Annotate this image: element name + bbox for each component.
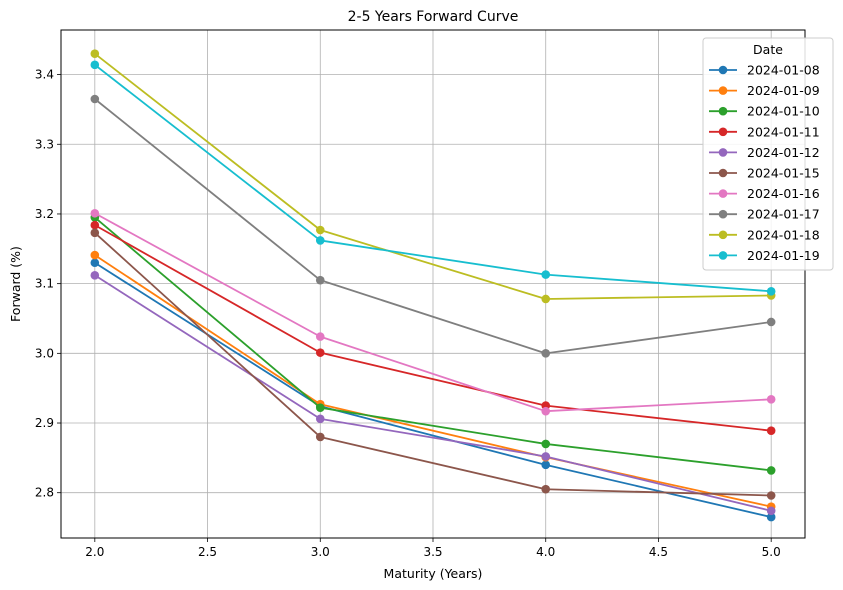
series-2024-01-16 [90,208,776,416]
legend-swatch-marker [718,209,728,219]
x-tick-label: 5.0 [762,545,781,559]
data-point [541,406,551,416]
data-point [90,228,100,238]
data-point [541,460,551,470]
x-tick-label: 2.5 [198,545,217,559]
series-lines [90,49,776,522]
series-line [94,254,772,508]
legend: Date 2024-01-08 2024-01-09 2024-01-10 2024-… [702,37,834,271]
y-tick-label: 2.9 [35,416,54,430]
data-point [541,294,551,304]
series-line [94,64,772,293]
series-line [94,274,772,512]
data-point [315,275,325,285]
chart-title: 2-5 Years Forward Curve [348,9,519,25]
data-point [90,94,100,104]
data-point [90,220,100,230]
y-tick-label: 3.4 [35,68,54,82]
data-point [90,250,100,260]
y-tick-label: 2.8 [35,486,54,500]
data-point [90,60,100,70]
axis-ticks: 2.0 2.5 3.0 3.5 4.0 4.5 5.0 2.8 2.9 3.0 3.1 3.2 3.3 3… [35,68,781,559]
legend-swatch-marker [718,65,728,75]
y-tick-label: 3.1 [35,277,54,291]
data-point [315,432,325,442]
legend-label: 2024-01-08 [747,63,820,78]
y-tick-label: 3.2 [35,207,54,221]
data-point [766,512,776,522]
y-axis-label: Forward (%) [8,246,23,322]
series-line [94,212,772,413]
series-line [94,224,772,432]
data-point [90,270,100,280]
series-line [94,52,772,300]
series-2024-01-19 [90,60,776,296]
data-point [315,414,325,424]
legend-title: Date [753,42,783,57]
series-line [94,216,772,472]
legend-swatch-marker [718,251,728,260]
data-point [766,426,776,435]
data-point [766,317,776,327]
legend-label: 2024-01-09 [747,83,820,98]
x-tick-label: 3.0 [311,545,330,559]
data-point [90,208,100,218]
data-point [541,349,551,358]
legend-label: 2024-01-10 [747,104,820,119]
data-point [315,236,325,245]
legend-box [702,37,834,271]
data-point [315,348,325,357]
data-point [541,452,551,461]
data-point [766,491,776,500]
x-tick-label: 4.0 [536,545,555,559]
data-point [766,287,776,296]
y-tick-label: 3.3 [35,137,54,151]
legend-label: 2024-01-12 [747,145,820,160]
x-tick-label: 3.5 [423,545,442,559]
legend-swatch-marker [718,148,728,157]
legend-label: 2024-01-11 [747,124,820,139]
legend-swatch-marker [718,106,728,116]
data-point [541,270,551,279]
legend-swatch-marker [718,168,728,178]
data-point [766,506,776,516]
data-point [315,403,325,412]
series-2024-01-15 [90,228,776,500]
data-point [541,484,551,494]
x-tick-label: 2.0 [85,545,104,559]
data-point [90,49,100,58]
x-axis-label: Maturity (Years) [384,566,483,581]
legend-label: 2024-01-16 [747,186,820,201]
series-2024-01-17 [90,94,776,358]
legend-swatch-marker [718,127,728,137]
legend-label: 2024-01-15 [747,166,820,181]
legend-swatch-marker [718,86,728,95]
series-line [94,232,772,497]
series-2024-01-18 [90,49,776,304]
x-tick-label: 4.5 [649,545,668,559]
y-tick-label: 3.0 [35,346,54,360]
legend-label: 2024-01-17 [747,207,820,222]
data-point [766,466,776,475]
legend-label: 2024-01-19 [747,248,820,263]
series-2024-01-12 [90,270,776,516]
series-line [94,98,772,355]
legend-swatch-marker [718,230,728,240]
data-point [541,439,551,449]
data-point [315,332,325,341]
data-point [90,258,100,268]
data-point [766,395,776,404]
legend-label: 2024-01-18 [747,227,820,242]
data-point [315,225,325,235]
legend-swatch-marker [718,189,728,198]
